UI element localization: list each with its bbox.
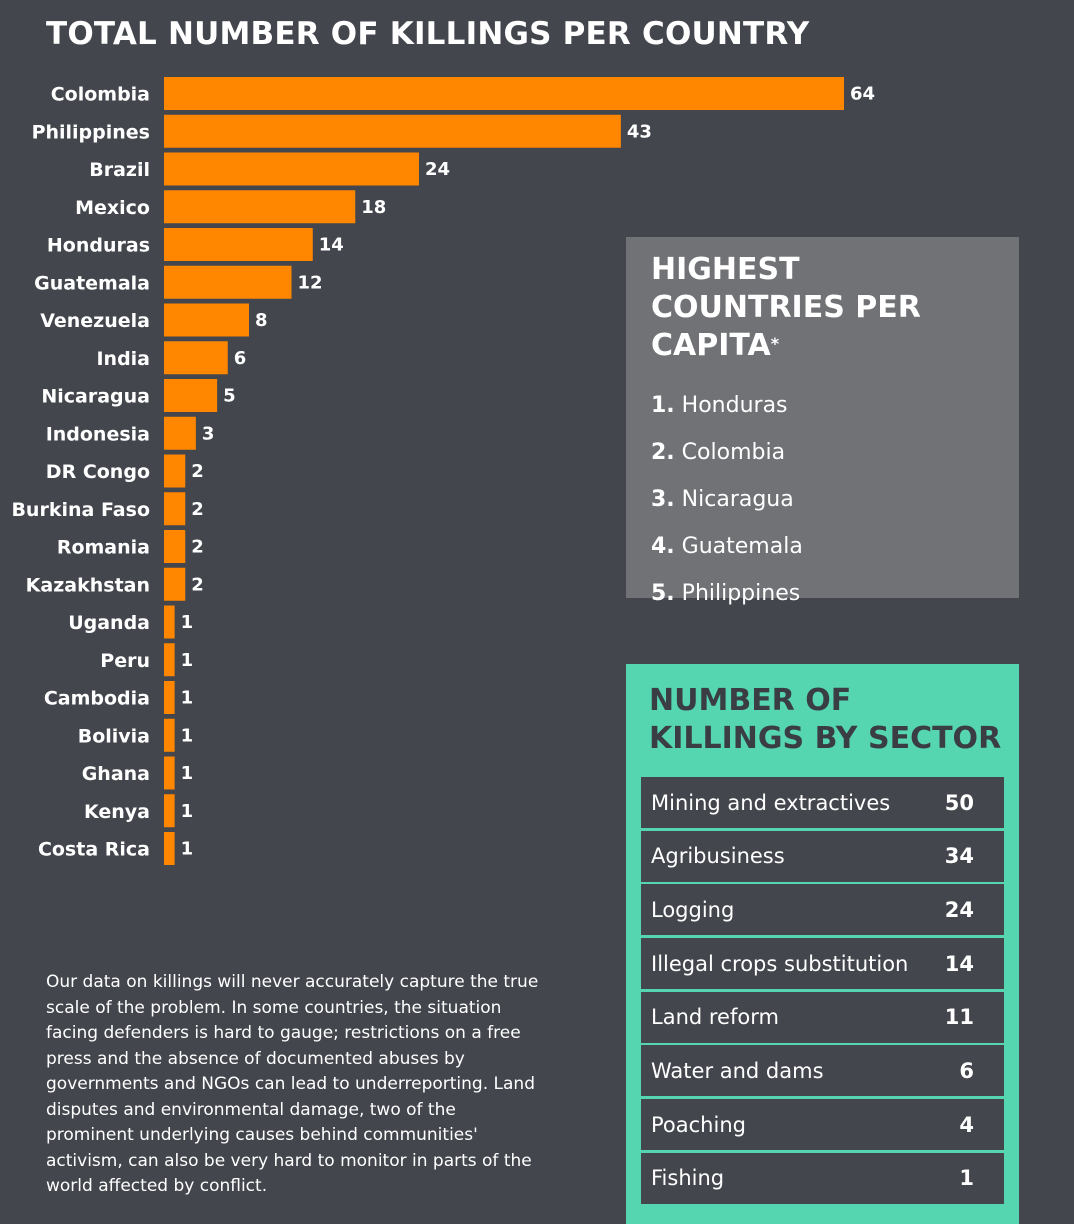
value-label: 2	[191, 537, 204, 558]
bar	[164, 492, 186, 526]
category-label: Burkina Faso	[11, 499, 150, 521]
value-label: 43	[627, 121, 652, 142]
bar	[164, 794, 175, 828]
value-label: 18	[361, 197, 386, 218]
bar	[164, 152, 419, 186]
category-label: Venezuela	[40, 310, 150, 332]
bar	[164, 379, 218, 412]
category-label: Costa Rica	[38, 839, 150, 861]
bar	[164, 718, 175, 752]
category-label: Romania	[57, 537, 150, 559]
category-label: Bolivia	[78, 725, 150, 747]
category-label: Kazakhstan	[26, 574, 150, 596]
value-label: 2	[191, 461, 204, 482]
value-label: 6	[234, 348, 247, 369]
sector-row: Mining and extractives 50	[641, 777, 1004, 828]
category-label: Peru	[100, 650, 150, 672]
value-label: 1	[181, 763, 194, 784]
category-label: Ghana	[82, 763, 150, 785]
bar	[164, 681, 175, 714]
bar	[164, 341, 228, 375]
bar	[164, 530, 186, 563]
per-capita-list: 1. Honduras 2. Colombia 3. Nicaragua 4. …	[651, 393, 995, 628]
value-label: 3	[202, 423, 215, 444]
sector-row: Water and dams 6	[641, 1045, 1004, 1097]
bar	[164, 228, 313, 261]
category-label: Nicaragua	[41, 386, 150, 408]
value-label: 12	[298, 272, 323, 293]
category-label: India	[96, 348, 150, 370]
bar	[164, 303, 249, 337]
bar	[164, 265, 292, 299]
category-label: Philippines	[32, 121, 150, 143]
bar	[164, 416, 196, 450]
category-label: Colombia	[51, 84, 150, 106]
chart-title: TOTAL NUMBER OF KILLINGS PER COUNTRY	[46, 16, 810, 52]
value-label: 1	[181, 612, 194, 633]
value-label: 24	[425, 159, 450, 180]
value-label: 5	[223, 386, 236, 407]
sector-row: Poaching 4	[641, 1099, 1004, 1151]
bar	[164, 756, 175, 790]
bar	[164, 190, 356, 224]
value-label: 1	[181, 839, 194, 860]
bar	[164, 454, 186, 488]
per-capita-item: 1. Honduras	[651, 393, 788, 418]
sector-title: NUMBER OF KILLINGS BY SECTOR	[649, 683, 1002, 756]
value-label: 1	[181, 801, 194, 822]
sector-table: Mining and extractives 50 Agribusiness 34 …	[641, 777, 1004, 1204]
methodology-note: Our data on killings will never accurate…	[46, 972, 539, 1196]
per-capita-item: 5. Philippines	[651, 581, 801, 606]
bar	[164, 77, 844, 110]
value-label: 14	[319, 235, 344, 256]
sector-panel: NUMBER OF KILLINGS BY SECTOR Mining and …	[626, 664, 1019, 1224]
category-label: Cambodia	[44, 688, 150, 710]
category-label: Brazil	[89, 159, 150, 181]
bar	[164, 114, 621, 148]
category-label: Kenya	[84, 801, 150, 823]
bar	[164, 832, 175, 865]
per-capita-title: HIGHEST COUNTRIES PER CAPITA*	[651, 252, 921, 363]
category-label: Mexico	[75, 197, 150, 219]
per-capita-item: 3. Nicaragua	[651, 487, 794, 512]
sector-row: Agribusiness 34	[641, 830, 1004, 882]
sector-row: Land reform 11	[641, 991, 1004, 1043]
category-label: Indonesia	[46, 423, 150, 445]
per-capita-panel: HIGHEST COUNTRIES PER CAPITA* 1. Hondura…	[626, 237, 1019, 606]
category-label: Honduras	[47, 235, 150, 257]
per-capita-item: 4. Guatemala	[651, 534, 803, 559]
value-label: 64	[850, 84, 875, 105]
category-label: Uganda	[68, 612, 150, 634]
per-capita-item: 2. Colombia	[651, 440, 786, 465]
sector-row: Illegal crops substitution 14	[641, 938, 1004, 990]
footnote-marker: *	[770, 334, 780, 353]
bar	[164, 643, 175, 677]
value-label: 2	[191, 574, 204, 595]
value-label: 2	[191, 499, 204, 520]
sector-row: Fishing 1	[641, 1152, 1004, 1204]
value-label: 8	[255, 310, 268, 331]
value-label: 1	[181, 650, 194, 671]
category-label: Guatemala	[34, 272, 150, 294]
category-label: DR Congo	[46, 461, 150, 483]
value-label: 1	[181, 688, 194, 709]
bar	[164, 567, 186, 601]
sector-row: Logging 24	[641, 884, 1004, 936]
value-label: 1	[181, 725, 194, 746]
bar	[164, 605, 175, 639]
